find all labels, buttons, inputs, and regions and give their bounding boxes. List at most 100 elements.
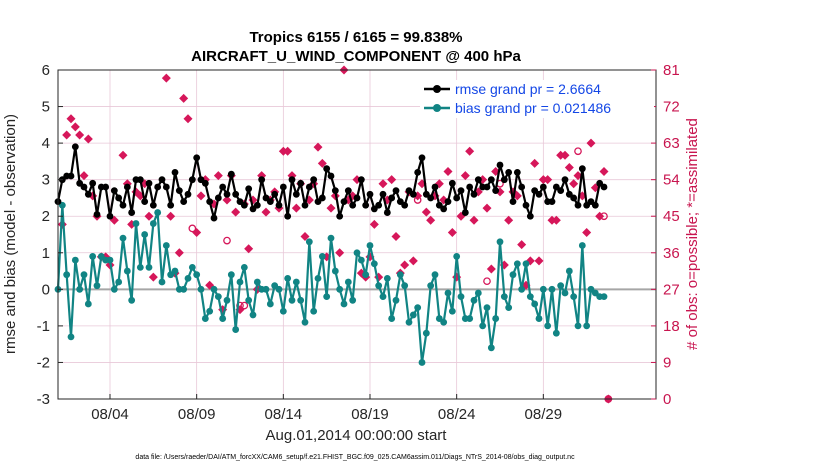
chart-title-line-1: Tropics 6155 / 6165 = 99.838%	[249, 29, 462, 46]
bias-point	[284, 274, 292, 282]
obs-assimilated-point	[408, 256, 418, 266]
rmse-point	[136, 176, 144, 184]
obs-assimilated-point	[465, 146, 475, 156]
rmse-point	[245, 185, 253, 193]
bias-point	[275, 285, 283, 293]
y2-tick-label: 63	[663, 135, 680, 152]
bias-point	[544, 322, 552, 330]
bias-point	[440, 318, 448, 326]
rmse-point	[275, 201, 283, 209]
obs-assimilated-point	[79, 171, 89, 181]
bias-point	[574, 322, 582, 330]
legend: rmse grand pr = 2.6664 bias grand pr = 0…	[420, 80, 654, 118]
rmse-point	[180, 198, 188, 206]
bias-point	[353, 249, 361, 257]
bias-point	[457, 293, 465, 301]
y-tick-label: 6	[42, 62, 50, 79]
bias-point	[331, 267, 339, 275]
x-tick-label: 08/19	[351, 406, 389, 423]
bias-point	[600, 293, 608, 301]
bias-point	[518, 285, 526, 293]
rmse-point	[84, 190, 92, 198]
bias-point	[245, 296, 253, 304]
bias-point	[219, 315, 227, 322]
y2-tick-label: 0	[663, 391, 671, 408]
rmse-point	[167, 201, 175, 209]
rmse-point	[284, 212, 292, 220]
rmse-point	[232, 190, 240, 198]
obs-assimilated-point	[66, 114, 76, 124]
bias-point	[383, 274, 391, 282]
rmse-point	[427, 194, 435, 202]
bias-point	[266, 300, 274, 308]
bias-point	[379, 293, 387, 301]
bias-point	[344, 278, 352, 286]
rmse-point	[288, 176, 296, 184]
bias-point	[89, 253, 97, 260]
obs-assimilated-point	[599, 167, 609, 177]
rmse-point	[310, 176, 318, 184]
legend-rmse-label: rmse grand pr = 2.6664	[455, 81, 601, 97]
bias-point	[466, 315, 474, 322]
plot-frame	[57, 69, 657, 400]
bias-point	[431, 271, 439, 279]
bias-point	[357, 256, 365, 264]
y2-tick-label: 27	[663, 281, 680, 298]
rmse-point	[414, 168, 422, 176]
bias-point	[145, 264, 153, 271]
bias-point	[370, 260, 378, 268]
y2-tick-label: 45	[663, 208, 680, 225]
rmse-point	[492, 187, 500, 195]
rmse-point	[539, 183, 547, 191]
y2-tick-label: 36	[663, 245, 680, 262]
obs-assimilated-point	[83, 134, 93, 144]
obs-assimilated-point	[447, 227, 457, 237]
obs-assimilated-point	[231, 207, 241, 217]
obs-assimilated-point	[486, 264, 496, 274]
bias-point	[505, 304, 513, 312]
bias-point	[513, 260, 521, 268]
rmse-point	[253, 201, 261, 209]
bias-point	[188, 264, 196, 271]
rmse-point	[327, 172, 335, 180]
obs-assimilated-point	[400, 260, 410, 270]
bias-point	[396, 271, 404, 279]
bias-point	[327, 234, 335, 242]
bias-point	[487, 344, 495, 352]
bias-point	[557, 282, 565, 290]
rmse-point	[344, 187, 352, 195]
rmse-point	[600, 183, 608, 191]
rmse-point	[561, 176, 569, 184]
rmse-point	[171, 168, 179, 176]
rmse-point	[297, 179, 305, 187]
rmse-point	[500, 176, 508, 184]
bias-point	[323, 293, 331, 301]
bias-point	[201, 315, 209, 322]
bias-point	[236, 278, 244, 286]
rmse-point	[266, 198, 274, 206]
obs-assimilated-point	[118, 150, 128, 160]
rmse-point	[162, 183, 170, 191]
y2-tick-label: 9	[663, 354, 671, 371]
rmse-point	[128, 209, 136, 216]
bias-point	[63, 271, 71, 279]
rmse-point	[292, 190, 300, 198]
y-tick-label: -2	[37, 354, 50, 371]
bias-point	[401, 282, 409, 290]
rmse-point	[89, 179, 97, 187]
rmse-point	[71, 143, 79, 151]
bias-point	[526, 293, 534, 301]
bias-point	[388, 315, 396, 322]
obs-assimilated-point	[326, 203, 336, 213]
y-tick-label: 2	[42, 208, 50, 225]
bias-point	[552, 329, 560, 337]
legend-box	[420, 80, 654, 118]
rmse-point	[392, 187, 400, 195]
bias-point	[80, 271, 88, 279]
bias-point	[132, 220, 140, 227]
rmse-point	[340, 198, 348, 206]
obs-possible-point	[574, 147, 582, 156]
y-tick-label: 0	[42, 281, 50, 298]
legend-rmse-marker	[433, 85, 441, 93]
